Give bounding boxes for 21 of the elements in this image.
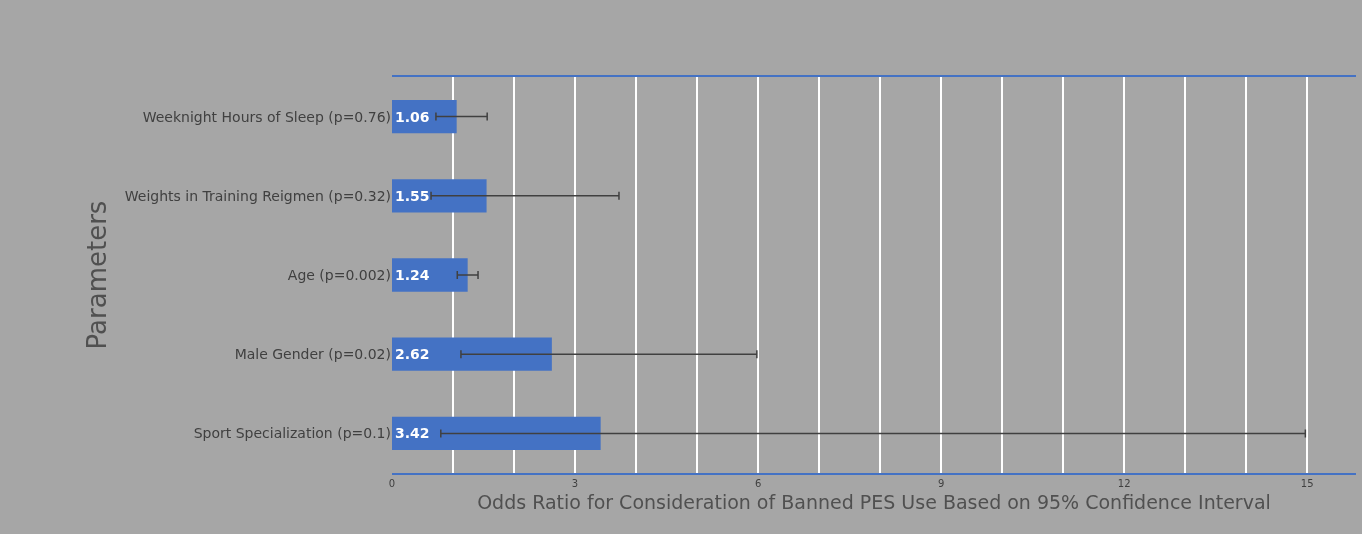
data-label: 2.62 <box>395 346 430 363</box>
data-label: 3.42 <box>395 425 430 442</box>
x-tick-label: 12 <box>1117 478 1131 489</box>
x-tick-label: 3 <box>571 478 579 489</box>
bar <box>392 416 601 451</box>
y-axis-title: Parameters <box>82 200 113 350</box>
x-tick-label: 15 <box>1300 478 1314 489</box>
bar <box>392 258 468 292</box>
x-tick-label: 9 <box>937 478 945 489</box>
y-tick-label: Male Gender (p=0.02) <box>234 346 391 363</box>
y-tick-label: Weights in Training Reigmen (p=0.32) <box>124 187 391 204</box>
bar <box>392 337 552 371</box>
x-axis-title: Odds Ratio for Consideration of Banned PES Use Based on 95% Confidence Interval <box>477 491 1271 514</box>
y-tick-label: Age (p=0.002) <box>287 266 391 283</box>
y-tick-label: Weeknight Hours of Sleep (p=0.76) <box>142 108 391 125</box>
data-label: 1.55 <box>395 187 430 204</box>
x-tick-label: 6 <box>754 478 762 489</box>
x-tick-label: 0 <box>388 478 396 489</box>
data-label: 1.24 <box>395 267 430 283</box>
y-tick-label: Sport Specialization (p=0.1) <box>193 425 391 442</box>
data-label: 1.06 <box>395 108 430 125</box>
